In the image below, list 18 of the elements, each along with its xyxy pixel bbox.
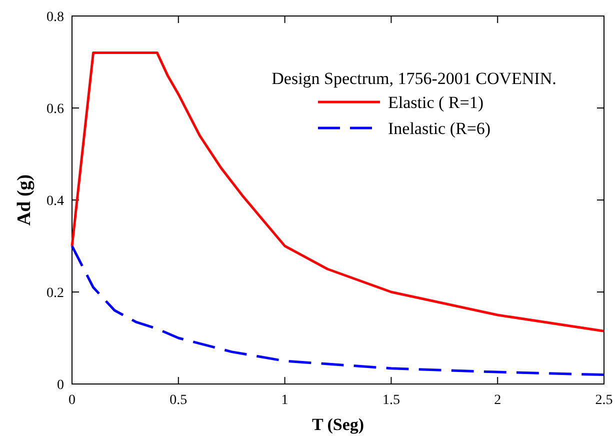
- y-tick-label: 0.6: [46, 102, 64, 117]
- y-tick-label: 0: [57, 378, 64, 393]
- x-axis-title: T (Seg): [312, 415, 364, 434]
- x-tick-label: 1: [281, 393, 288, 408]
- y-axis-title: Ad (g): [14, 174, 35, 226]
- x-tick-label: 0: [68, 393, 76, 408]
- y-tick-label: 0.8: [46, 10, 64, 25]
- line-series: [70, 52, 606, 332]
- line-series: [70, 244, 606, 376]
- legend-label: Inelastic (R=6): [388, 119, 491, 138]
- y-tick-label: 0.4: [46, 194, 64, 209]
- x-tick-label: 0.5: [170, 393, 188, 408]
- x-tick-label: 2: [494, 393, 502, 408]
- x-tick-label: 1.5: [382, 393, 400, 408]
- legend-label: Elastic ( R=1): [388, 93, 484, 112]
- legend-title: Design Spectrum, 1756-2001 COVENIN.: [272, 69, 556, 88]
- x-tick-label: 2.5: [595, 393, 613, 408]
- y-tick-label: 0.2: [46, 286, 64, 301]
